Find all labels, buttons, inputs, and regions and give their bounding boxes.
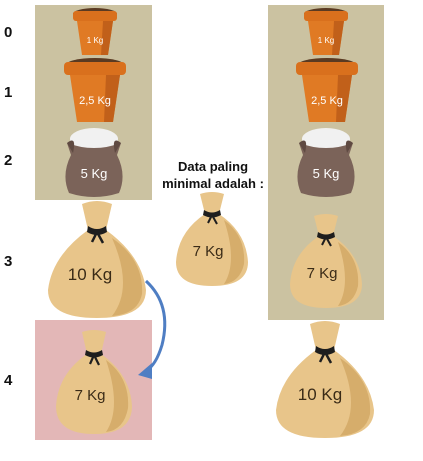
caption-line-1: Data paling xyxy=(150,158,276,175)
left-sack-label: 5 Kg xyxy=(81,166,108,181)
move-arrow xyxy=(132,275,182,385)
row-index-2: 2 xyxy=(4,152,24,169)
left-bag-7kg: 7 Kg xyxy=(52,328,136,438)
right-bag-10kg-label: 10 Kg xyxy=(298,385,342,404)
left-small-pot: 1 Kg xyxy=(70,5,120,57)
row-index-1: 1 xyxy=(4,84,24,101)
left-bag-10kg-label: 10 Kg xyxy=(68,265,112,284)
right-small-pot: 1 Kg xyxy=(301,5,351,57)
right-bag-10kg: 10 Kg xyxy=(270,318,380,440)
left-small-pot-label: 1 Kg xyxy=(87,36,103,45)
right-bag-7kg: 7 Kg xyxy=(286,212,366,312)
middle-bag-label: 7 Kg xyxy=(193,243,224,260)
left-bag-7kg-label: 7 Kg xyxy=(75,387,106,404)
right-sack-label: 5 Kg xyxy=(313,166,340,181)
caption: Data paling minimal adalah : xyxy=(150,158,276,192)
middle-bag-7kg: 7 Kg xyxy=(172,190,252,290)
left-sack: 5 Kg xyxy=(57,125,131,199)
left-large-pot: 2,5 Kg xyxy=(62,56,128,124)
row-index-0: 0 xyxy=(4,24,24,41)
left-large-pot-label: 2,5 Kg xyxy=(79,95,111,107)
right-large-pot: 2,5 Kg xyxy=(294,56,360,124)
right-sack: 5 Kg xyxy=(289,125,363,199)
right-bag-7kg-label: 7 Kg xyxy=(307,265,338,282)
right-large-pot-label: 2,5 Kg xyxy=(311,95,343,107)
right-small-pot-label: 1 Kg xyxy=(318,36,334,45)
row-index-4: 4 xyxy=(4,372,24,389)
row-index-3: 3 xyxy=(4,253,24,270)
